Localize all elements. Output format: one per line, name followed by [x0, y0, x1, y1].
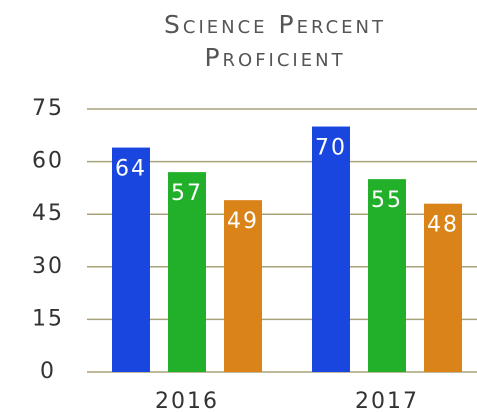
x-tick-label: 2017: [355, 389, 419, 412]
bar: [168, 172, 206, 372]
bar: [224, 200, 262, 372]
value-label: 64: [115, 157, 147, 182]
y-tick-label: 45: [32, 201, 64, 226]
y-tick-label: 60: [32, 149, 64, 174]
bar: [312, 126, 350, 373]
bar: [368, 179, 406, 372]
y-tick-label: 15: [32, 306, 64, 331]
y-tick-label: 75: [32, 96, 64, 121]
value-label: 57: [171, 181, 203, 206]
value-label: 49: [227, 209, 259, 234]
bar: [112, 147, 150, 372]
value-label: 48: [427, 213, 459, 238]
x-tick-label: 2016: [155, 389, 219, 412]
value-label: 55: [371, 188, 403, 213]
chart-title: Science Percent Proficient: [164, 10, 386, 72]
value-label: 70: [315, 136, 347, 161]
y-tick-label: 30: [32, 254, 64, 279]
bar: [424, 203, 462, 372]
y-tick-label: 0: [40, 359, 56, 384]
